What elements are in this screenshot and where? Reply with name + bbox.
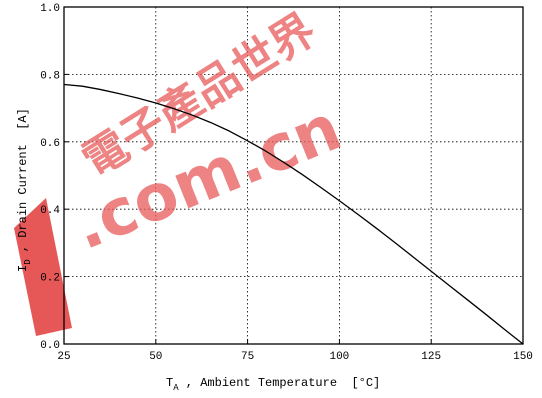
y-tick-label: 0.2 (40, 273, 60, 285)
x-tick-label: 150 (513, 351, 533, 363)
series-layer (63, 83, 524, 345)
grid-lines (64, 7, 523, 344)
x-axis-label: TA , Ambient Temperature [°C] (166, 376, 380, 393)
x-tick-labels: 25 50 75 100 125 150 (57, 351, 533, 363)
x-tick-label: 25 (57, 351, 70, 363)
x-tick-label: 125 (421, 351, 441, 363)
x-tick-label: 100 (329, 351, 349, 363)
y-tick-label: 1.0 (40, 3, 60, 15)
tick-marks (63, 6, 524, 345)
series-line (63, 83, 524, 345)
x-axis-label-symbol: T (166, 376, 173, 390)
y-tick-label: 0.8 (40, 70, 60, 82)
y-axis-label-subscript: D (23, 259, 33, 264)
y-axis-label: ID , Drain Current [A] (16, 108, 33, 272)
y-axis-label-text: , Drain Current [A] (16, 108, 30, 259)
y-tick-labels: 0.0 0.2 0.4 0.6 0.8 1.0 (40, 3, 60, 352)
x-tick-label: 50 (149, 351, 162, 363)
watermark-red-bar (14, 198, 72, 336)
y-tick-label: 0.6 (40, 138, 60, 150)
y-tick-label: 0.4 (40, 205, 60, 217)
plot-area-frame (63, 6, 524, 345)
y-tick-label: 0.0 (40, 340, 60, 352)
x-axis-label-text: , Ambient Temperature [°C] (179, 376, 381, 390)
x-tick-label: 75 (241, 351, 254, 363)
y-axis-label-symbol: I (16, 265, 30, 272)
x-axis-label-subscript: A (173, 383, 179, 393)
